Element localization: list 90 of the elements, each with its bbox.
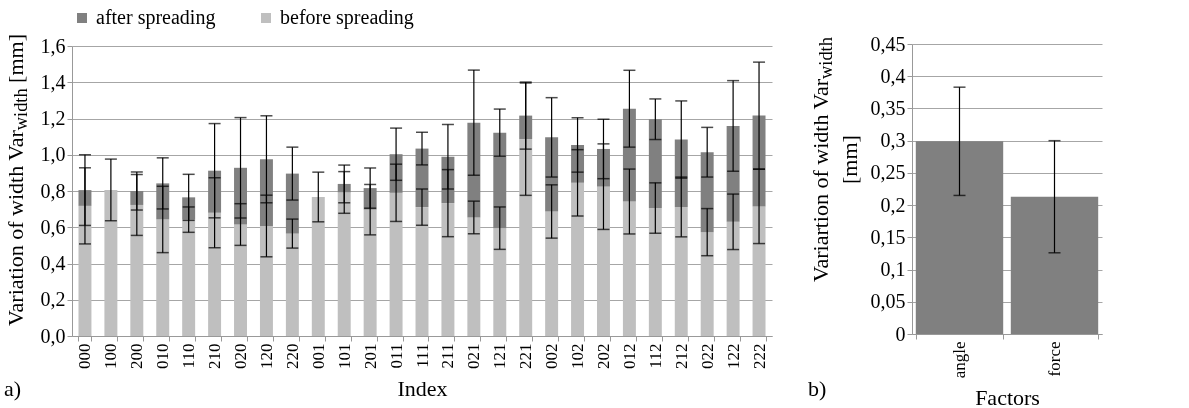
bar [182,219,196,336]
bar [415,207,429,336]
y-tick-label: 0,1 [880,258,906,281]
legend-label: after spreading [96,6,216,29]
x-tick-label: 110 [179,343,199,369]
x-tick-label: 120 [256,343,276,369]
x-tick-label: 122 [723,343,743,369]
bar [622,201,636,336]
y-tick-label: 0,6 [40,215,66,238]
bar [700,152,714,233]
x-tick-label: 221 [516,343,536,369]
bar [104,189,118,336]
y-tick-label: 0 [895,322,906,345]
bar [571,182,585,336]
y-tick-label: 1,0 [40,143,66,166]
y-tick-label: 0,2 [40,288,66,311]
x-tick-label: 200 [127,343,147,369]
bar [597,148,610,187]
bar [467,217,481,336]
y-tick-label: 1,4 [40,70,66,93]
bar [648,208,662,336]
x-tick-label: 220 [282,343,302,369]
bar [130,204,144,336]
bar [519,139,533,336]
bar [389,192,403,336]
x-tick-label: 012 [619,343,639,369]
bar [130,191,144,205]
bar [493,228,507,336]
bar [259,225,273,336]
bar [622,108,636,202]
y-tick-label: 0,45 [870,32,906,55]
x-tick-label: 011 [386,343,406,369]
y-tick-label: 0,4 [880,64,906,87]
y-tick-label: 1,2 [40,107,66,129]
y-tick-label: 0,2 [880,193,906,216]
bar [674,139,688,207]
x-tick-label: 211 [438,343,458,369]
y-tick-label: 0,8 [40,179,66,202]
bar [726,221,740,336]
bar [441,203,455,336]
y-tick-label: 0,35 [870,96,906,119]
x-tick-label: 020 [231,343,251,369]
x-tick-label: 222 [749,343,769,369]
x-tick-label: force [1045,341,1064,377]
bar [208,212,222,336]
x-tick-label: 202 [593,343,613,369]
bar [545,211,559,336]
bar [285,173,299,234]
x-tick-label: 000 [75,343,95,369]
y-tick-label: 0,25 [870,161,906,184]
x-tick-label: 021 [464,343,484,369]
y-tick-label: 0,05 [870,290,906,313]
y-tick-label: 1,6 [40,34,66,57]
bar [648,119,662,209]
bar [78,205,92,336]
bar [285,233,299,336]
x-tick-label: 100 [101,343,121,369]
x-tick-label: 010 [153,343,173,369]
x-axis-title: Index [397,376,448,401]
legend-label: before spreading [280,6,414,29]
x-tick-label: 121 [490,343,510,369]
x-axis-title: Factors [975,385,1040,408]
x-tick-label: 210 [205,343,225,369]
x-tick-label: 002 [542,343,562,369]
y-tick-label: 0,0 [40,324,66,347]
x-tick-label: 212 [671,343,691,369]
x-tick-label: 111 [412,343,432,368]
bar [234,224,247,336]
x-tick-label: 112 [645,343,665,369]
bar [156,219,170,336]
bar [493,132,507,229]
y-tick-label: 0,4 [40,252,66,274]
bar [752,206,766,336]
x-tick-label: 101 [334,343,354,369]
text: a) [4,376,22,402]
text: b) [808,376,827,402]
bar [363,209,377,336]
bar [337,192,351,336]
x-tick-label: 102 [568,343,588,369]
y-tick-label: 0,3 [880,129,906,152]
bar [311,196,325,336]
bar [700,232,714,336]
bar [674,206,688,336]
bar [519,115,533,140]
bar [597,186,610,336]
x-tick-label: angle [950,341,969,379]
x-tick-label: 001 [308,343,328,369]
x-tick-label: 022 [697,343,717,369]
x-tick-label: 201 [360,343,380,369]
y-tick-label: 0,15 [870,225,906,248]
